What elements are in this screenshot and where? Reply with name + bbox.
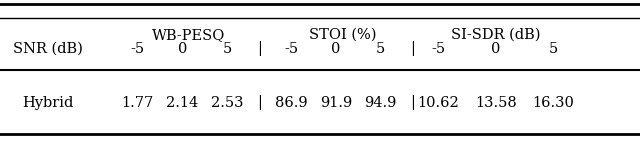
Text: -5: -5 bbox=[284, 42, 298, 56]
Text: 94.9: 94.9 bbox=[365, 96, 397, 110]
Text: SNR (dB): SNR (dB) bbox=[13, 42, 83, 56]
Text: -5: -5 bbox=[431, 42, 445, 56]
Text: 91.9: 91.9 bbox=[320, 96, 352, 110]
Text: 0: 0 bbox=[332, 42, 340, 56]
Text: 10.62: 10.62 bbox=[417, 96, 460, 110]
Text: |: | bbox=[410, 95, 415, 110]
Text: 2.53: 2.53 bbox=[211, 96, 243, 110]
Text: 5: 5 bbox=[376, 42, 385, 56]
Text: 0: 0 bbox=[178, 42, 187, 56]
Text: |: | bbox=[257, 41, 262, 56]
Text: 5: 5 bbox=[223, 42, 232, 56]
Text: Hybrid: Hybrid bbox=[22, 96, 74, 110]
Text: |: | bbox=[257, 95, 262, 110]
Text: 0: 0 bbox=[492, 42, 500, 56]
Text: STOI (%): STOI (%) bbox=[308, 28, 376, 42]
Text: -5: -5 bbox=[131, 42, 145, 56]
Text: SI-SDR (dB): SI-SDR (dB) bbox=[451, 28, 541, 42]
Text: 2.14: 2.14 bbox=[166, 96, 198, 110]
Text: |: | bbox=[410, 41, 415, 56]
Text: 13.58: 13.58 bbox=[475, 96, 517, 110]
Text: 16.30: 16.30 bbox=[532, 96, 575, 110]
Text: 86.9: 86.9 bbox=[275, 96, 307, 110]
Text: 5: 5 bbox=[549, 42, 558, 56]
Text: WB-PESQ: WB-PESQ bbox=[152, 28, 225, 42]
Text: 1.77: 1.77 bbox=[122, 96, 154, 110]
